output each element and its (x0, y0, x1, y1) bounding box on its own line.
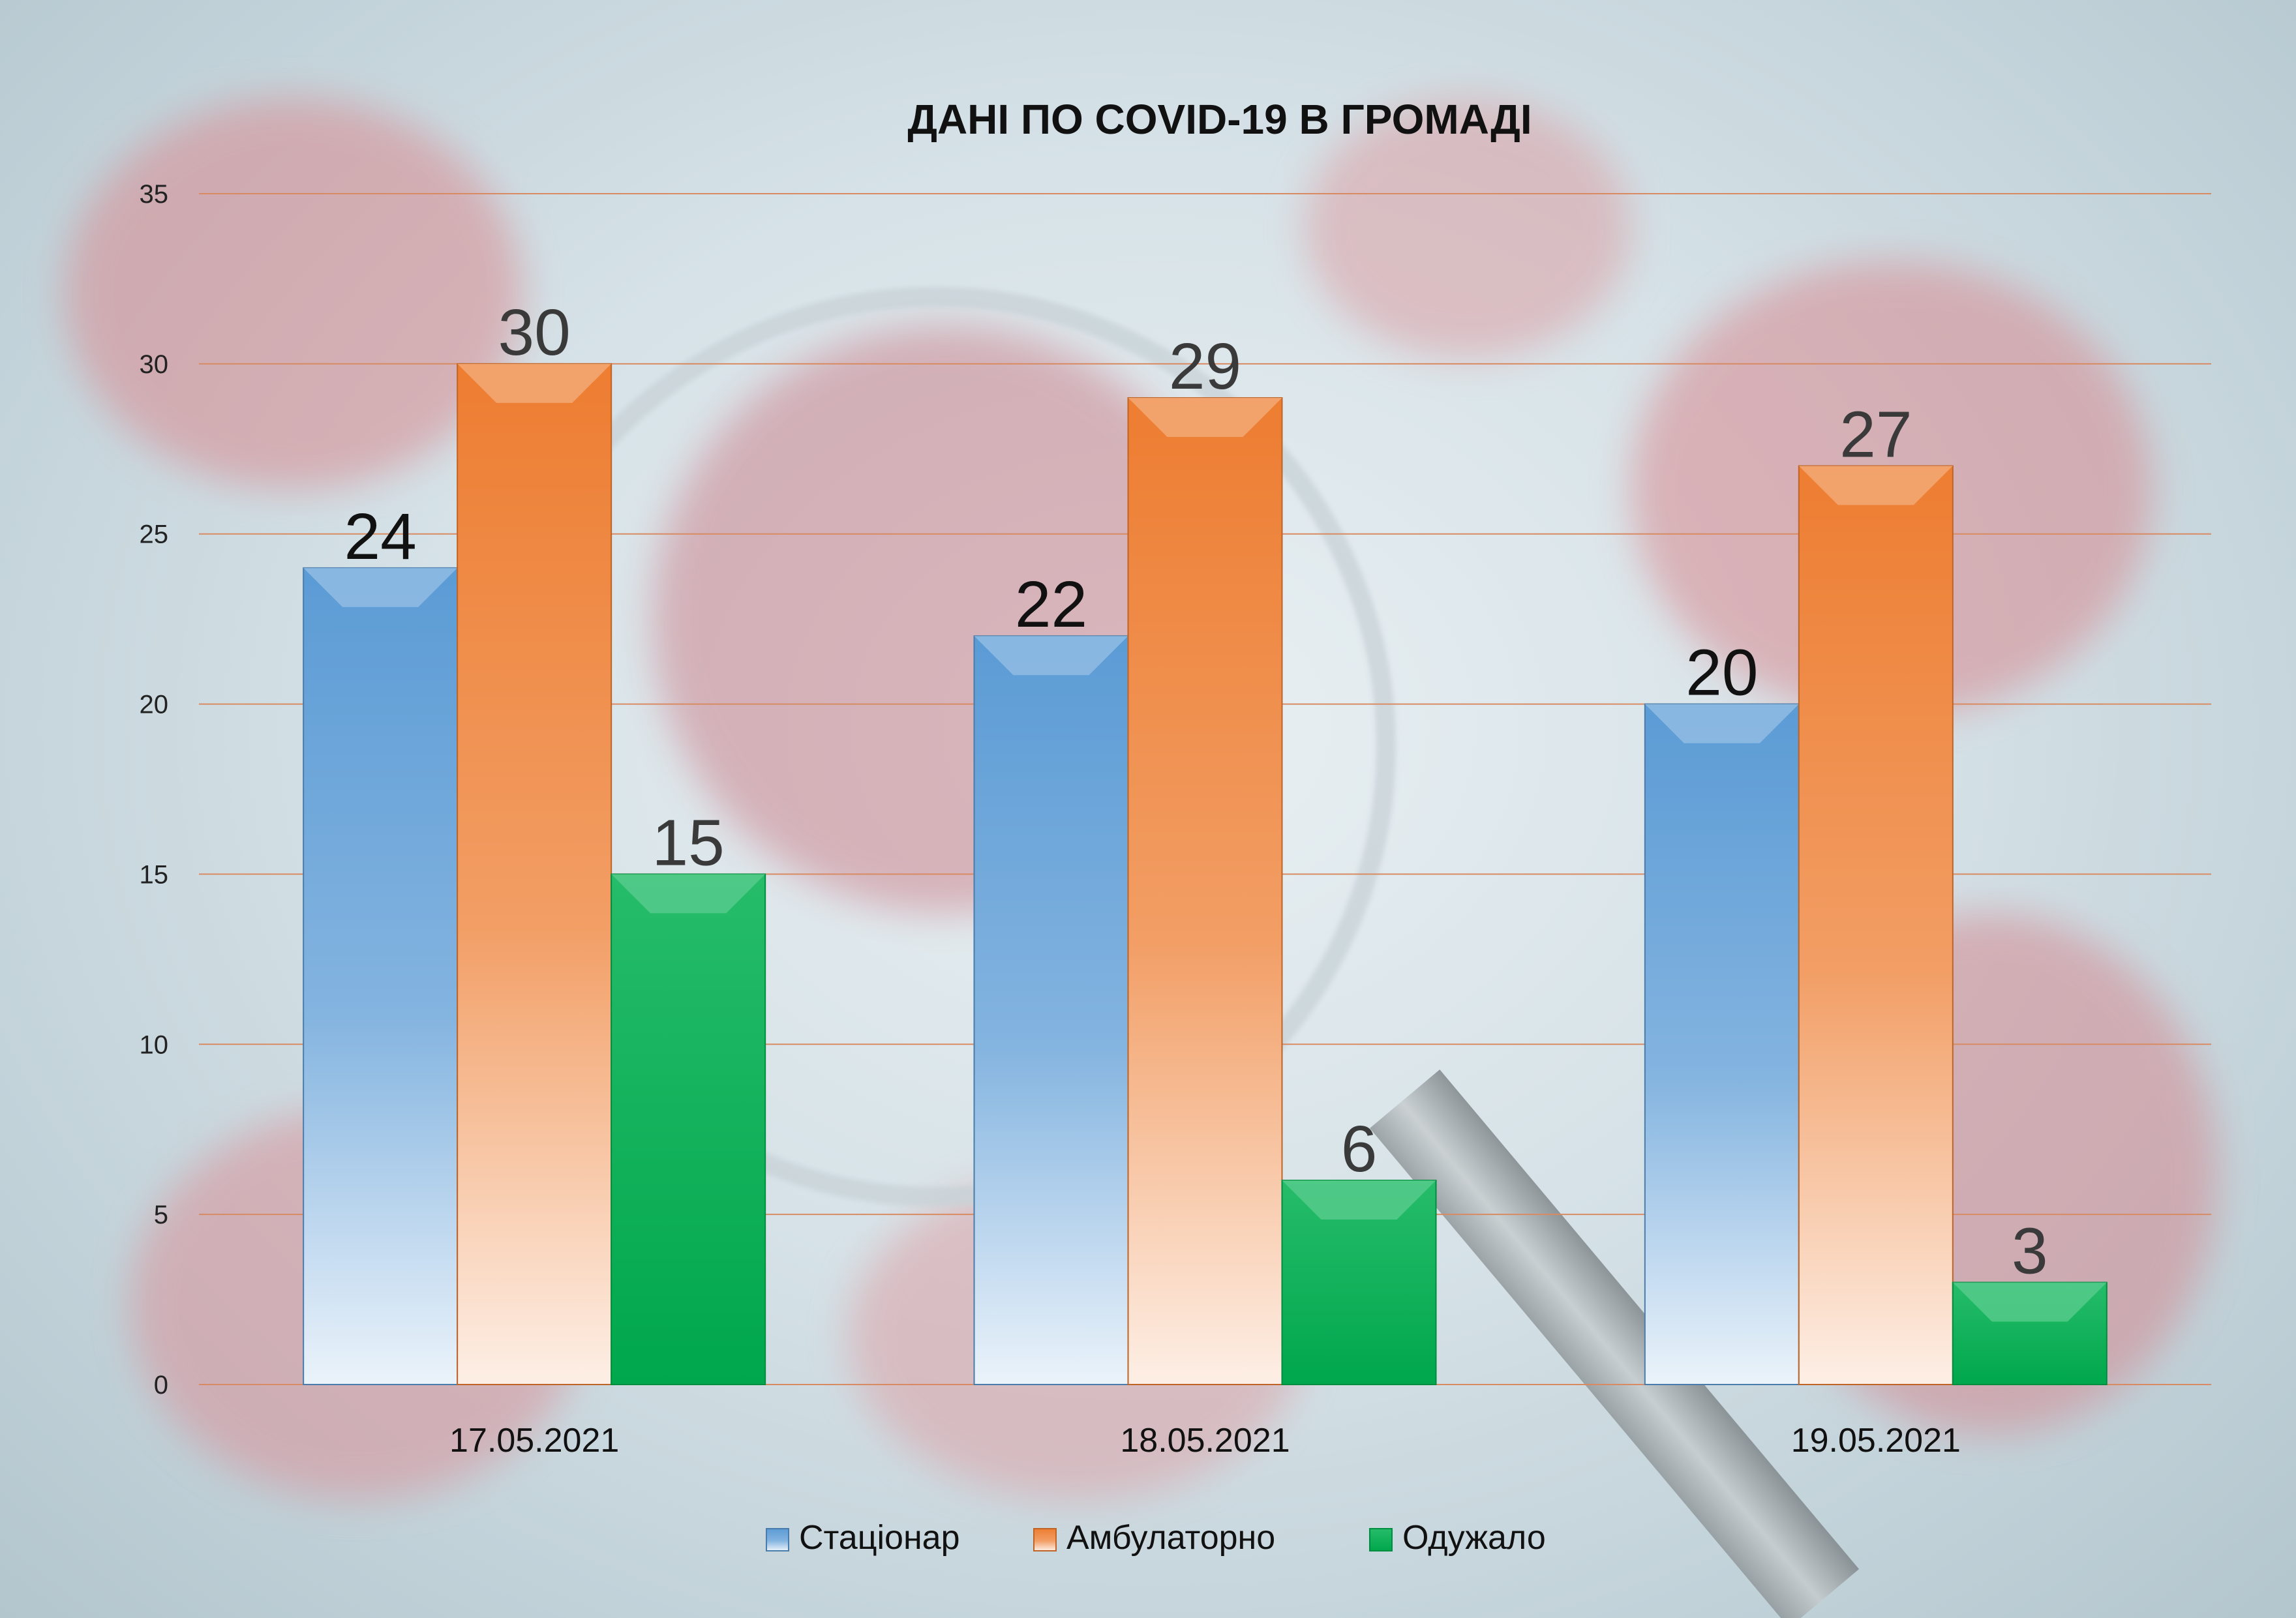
data-label: 6 (1341, 1113, 1378, 1186)
data-label: 22 (1015, 568, 1087, 641)
bar-bevel (1128, 398, 1282, 438)
bar-bevel (1952, 1282, 2107, 1322)
bar (1127, 397, 1283, 1385)
bar-Одужало-18.05.2021 (1281, 1179, 1437, 1385)
y-tick-label: 30 (140, 350, 169, 379)
legend: Стаціонар Амбулаторно Одужало (766, 1519, 1546, 1557)
chart-title: ДАНІ ПО COVID-19 В ГРОМАДІ (907, 96, 1532, 143)
background-blob (65, 98, 522, 489)
legend-item-Амбулаторно: Амбулаторно (1033, 1519, 1275, 1557)
bar-bevel (457, 363, 612, 403)
bar-Амбулаторно-18.05.2021 (1127, 397, 1283, 1385)
legend-label: Амбулаторно (1066, 1519, 1275, 1557)
y-tick-label: 35 (140, 180, 169, 209)
data-label: 24 (344, 500, 417, 573)
bar-Одужало-19.05.2021 (1952, 1281, 2107, 1385)
data-label: 27 (1839, 398, 1912, 471)
legend-swatch (1369, 1528, 1393, 1551)
y-tick-label: 15 (140, 860, 169, 889)
x-axis-category-labels: 17.05.2021 18.05.2021 19.05.2021 (449, 1422, 1961, 1460)
y-tick-label: 0 (154, 1371, 168, 1400)
bar-Стаціонар-17.05.2021 (303, 567, 459, 1385)
y-axis-tick-labels: 0 5 10 15 20 25 30 35 (140, 180, 169, 1400)
data-label: 29 (1169, 330, 1241, 403)
y-tick-label: 25 (140, 520, 169, 549)
bar-Одужало-17.05.2021 (611, 873, 766, 1385)
x-category-label: 18.05.2021 (1120, 1422, 1290, 1460)
legend-label: Стаціонар (799, 1519, 960, 1557)
y-tick-label: 10 (140, 1030, 169, 1059)
data-label: 30 (498, 296, 571, 369)
data-label: 15 (652, 806, 725, 879)
background-blob (1305, 98, 1631, 359)
legend-item-Одужало: Одужало (1369, 1519, 1546, 1557)
y-tick-label: 20 (140, 691, 169, 719)
bar-bevel (1282, 1180, 1436, 1220)
bars (303, 363, 2107, 1386)
y-tick-label: 5 (154, 1201, 168, 1229)
bar-Стаціонар-18.05.2021 (973, 635, 1129, 1386)
bar-Амбулаторно-19.05.2021 (1798, 465, 1954, 1385)
bar-Стаціонар-19.05.2021 (1644, 703, 1800, 1385)
bar (973, 635, 1129, 1386)
bar (1798, 465, 1954, 1385)
legend-label: Одужало (1402, 1519, 1546, 1557)
legend-swatch (766, 1528, 789, 1551)
bar (1644, 703, 1800, 1385)
bar-bevel (1798, 466, 1953, 505)
bar (457, 363, 612, 1385)
legend-item-Стаціонар: Стаціонар (766, 1519, 960, 1557)
legend-swatch (1033, 1528, 1057, 1551)
bar (611, 873, 766, 1385)
data-label: 20 (1685, 637, 1758, 710)
x-category-label: 19.05.2021 (1791, 1422, 1961, 1460)
x-category-label: 17.05.2021 (449, 1422, 619, 1460)
bar (303, 567, 459, 1385)
bar-bevel (303, 567, 458, 607)
data-label: 3 (2012, 1214, 2048, 1287)
bar-bevel (611, 874, 766, 914)
bar-Амбулаторно-17.05.2021 (457, 363, 612, 1385)
bar-bevel (1644, 704, 1799, 743)
bar-bevel (974, 636, 1128, 676)
data-labels: 24 30 15 22 29 6 20 27 3 (344, 296, 2048, 1288)
